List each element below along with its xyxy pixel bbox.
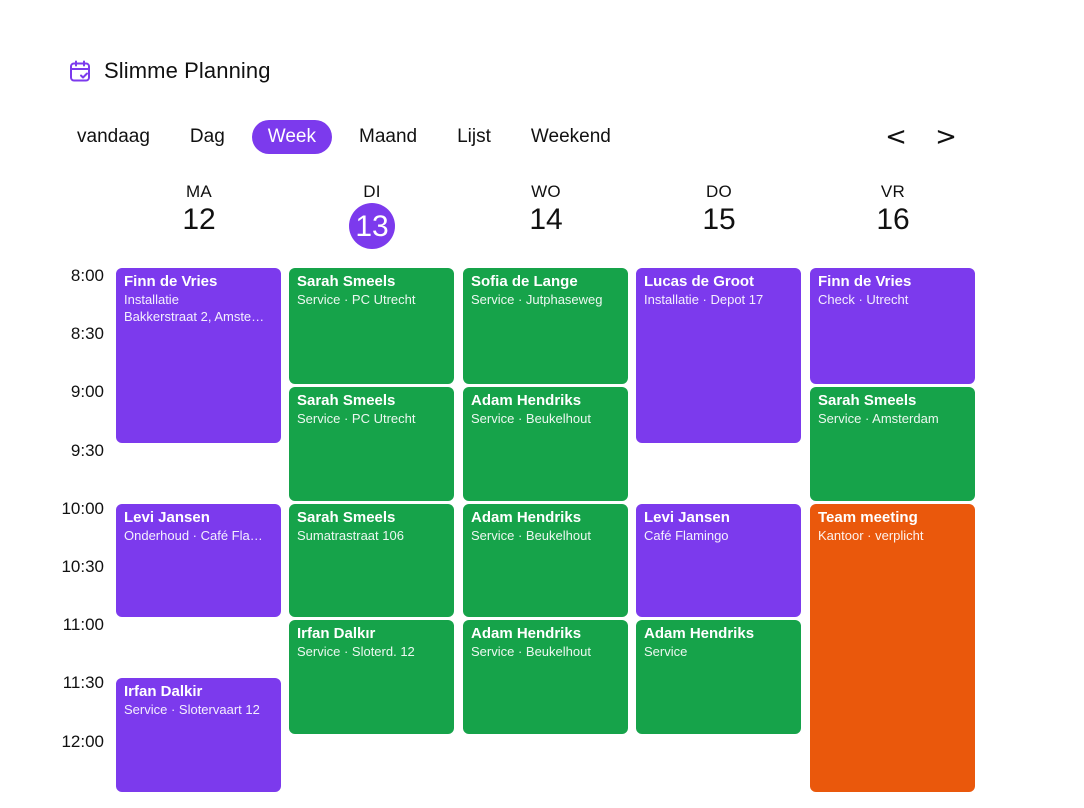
time-label: 10:30 [61,557,104,576]
time-label: 11:00 [62,615,104,635]
tab-vandaag[interactable]: vandaag [77,126,150,147]
previous-week-button[interactable]: < [885,122,907,152]
event-detail: Café Flamingo [644,527,729,543]
day-header-di[interactable]: DI 13 [289,182,455,249]
event-card[interactable]: Sarah Smeels Service · Amsterdam [810,387,975,501]
day-header-ma[interactable]: MA 12 [116,182,282,237]
event-detail: Service · Sloterd. 12 [297,644,415,660]
event-detail: Service · PC Utrecht [297,292,416,307]
time-label: 8:00 [70,266,104,285]
calendar-check-icon [68,59,92,83]
day-number: 15 [702,203,736,236]
date-navigation: < > [885,122,957,152]
time-label: 9:00 [70,382,104,402]
day-number: 16 [876,203,910,236]
event-card[interactable]: Finn de Vries Installatie Bakkerstraat 2, … [116,268,281,443]
event-detail: Service · Beukelhout [471,411,591,427]
event-detail: Onderhoud · Café Fla… [124,527,263,543]
event-title: Sofia de Lange [471,273,578,290]
event-card[interactable]: Sofia de Lange Service · Jutphaseweg [463,268,628,385]
event-title: Sarah Smeels [297,273,396,290]
event-title: Irfan Dalkir [124,683,203,701]
event-title: Finn de Vries [818,273,912,290]
view-tabs: vandaag Dag Week Maand Lijst Weekend [64,120,638,154]
event-title: Lucas de Groot [644,273,755,290]
event-detail: Check · Utrecht [818,292,909,307]
event-title: Adam Hendriks [471,508,582,526]
event-detail: Sumatrastraat 106 [297,527,404,543]
tab-week[interactable]: Week [251,120,332,154]
tab-maand[interactable]: Maand [359,126,418,147]
event-detail: Service · PC Utrecht [297,411,416,427]
day-name: MA [185,182,213,201]
event-title: Adam Hendriks [471,625,582,643]
day-header-do[interactable]: DO 15 [636,182,802,237]
event-card[interactable]: Sarah Smeels Service · PC Utrecht [289,268,454,385]
event-card[interactable]: Levi Jansen Onderhoud · Café Fla… [116,503,281,618]
day-name: DO [705,182,733,201]
event-title: Finn de Vries [124,273,218,290]
event-card[interactable]: Lucas de Groot Installatie · Depot 17 [636,268,801,443]
event-card[interactable]: Finn de Vries Check · Utrecht [810,268,975,385]
app-title: Slimme Planning [104,58,271,83]
event-card[interactable]: Team meeting Kantoor · verplicht [810,503,975,792]
event-title: Adam Hendriks [644,625,755,643]
event-detail: Kantoor · verplicht [818,527,924,543]
event-title: Team meeting [818,508,918,526]
event-title: Adam Hendriks [471,392,582,410]
event-card[interactable]: Sarah Smeels Sumatrastraat 106 [289,503,454,618]
day-name: WO [531,182,561,201]
event-detail: Service · Beukelhout [471,644,591,660]
today-date-number: 13 [349,203,395,249]
event-title: Levi Jansen [644,508,730,526]
event-detail: Service · Slotervaart 12 [124,702,260,718]
day-header-vr[interactable]: VR 16 [810,182,976,237]
event-card[interactable]: Adam Hendriks Service · Beukelhout [463,620,628,734]
day-number: 12 [182,203,216,236]
app-header: Slimme Planning [68,58,271,84]
event-title: Levi Jansen [124,508,210,526]
time-label: 9:30 [70,440,104,460]
tab-lijst[interactable]: Lijst [457,126,491,147]
event-card[interactable]: Irfan Dalkir Service · Slotervaart 12 [116,678,281,792]
next-week-button[interactable]: > [935,122,957,152]
event-card[interactable]: Adam Hendriks Service · Beukelhout [463,503,628,618]
event-card[interactable]: Adam Hendriks Service [636,620,801,734]
event-detail: Service [644,644,688,660]
event-detail: Installatie [124,292,179,307]
event-card[interactable]: Adam Hendriks Service · Beukelhout [463,387,628,501]
tab-weekend[interactable]: Weekend [530,126,611,147]
event-detail: Installatie · Depot 17 [644,292,764,307]
event-card[interactable]: Irfan Dalkır Service · Sloterd. 12 [289,620,454,734]
day-number: 14 [529,203,563,236]
event-detail: Service · Beukelhout [471,527,591,543]
event-detail: Bakkerstraat 2, Amste… [124,309,265,324]
event-card[interactable]: Levi Jansen Café Flamingo [636,503,801,618]
day-name: DI [363,182,381,201]
event-card[interactable]: Sarah Smeels Service · PC Utrecht [289,387,454,501]
event-detail: Service · Amsterdam [818,411,939,427]
time-label: 12:00 [61,731,104,751]
event-title: Irfan Dalkır [297,625,376,643]
time-label: 10:00 [61,498,104,518]
tab-dag[interactable]: Dag [189,126,225,147]
day-name: VR [880,182,906,201]
time-label: 8:30 [70,324,104,344]
event-title: Sarah Smeels [297,392,396,410]
time-label: 11:30 [62,673,104,693]
event-detail: Service · Jutphaseweg [471,292,603,307]
day-header-wo[interactable]: WO 14 [463,182,629,237]
event-title: Sarah Smeels [818,392,917,410]
event-title: Sarah Smeels [297,508,396,526]
